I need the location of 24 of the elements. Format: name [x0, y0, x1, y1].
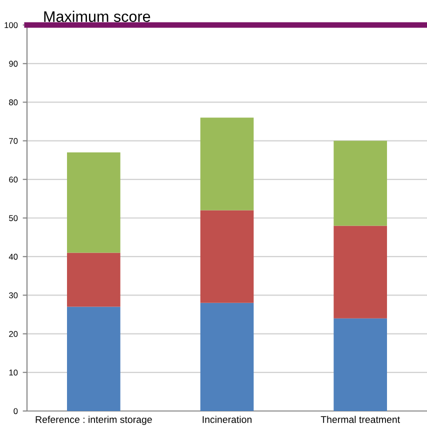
- y-tick-label: 20: [9, 331, 18, 337]
- bar: [67, 152, 120, 253]
- y-tick-label: 100: [4, 22, 18, 28]
- y-tick-label: 0: [14, 408, 18, 414]
- y-tick-label: 10: [9, 370, 18, 376]
- bar: [67, 306, 120, 411]
- bar: [67, 252, 120, 307]
- y-tick-label: 30: [9, 292, 18, 298]
- y-tick-label: 80: [9, 99, 18, 106]
- y-tick-label: 90: [9, 60, 18, 67]
- bar: [334, 226, 387, 318]
- bar: [334, 318, 387, 411]
- bar: [334, 140, 387, 226]
- x-tick-label: Incineration: [202, 416, 252, 423]
- y-tick-label: 50: [9, 215, 18, 222]
- y-tick-label: 40: [8, 254, 18, 260]
- y-tick-label: 60: [9, 176, 18, 182]
- bar: [200, 302, 254, 411]
- x-tick-label: Thermal treatment: [320, 416, 400, 423]
- bar: [200, 210, 254, 303]
- y-tick-label: 70: [9, 138, 18, 144]
- x-tick-label: Reference : interim storage: [36, 416, 152, 425]
- bar: [200, 118, 254, 210]
- ref-line-label: Maximum score: [44, 10, 150, 22]
